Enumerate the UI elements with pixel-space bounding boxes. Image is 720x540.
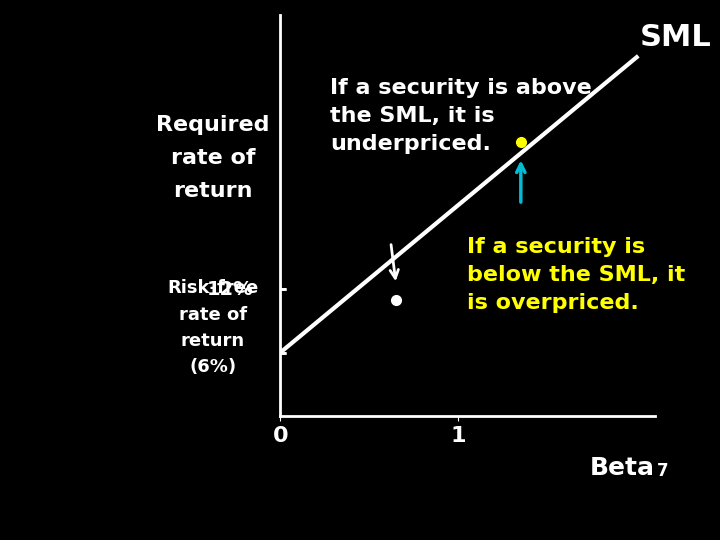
- Text: Risk-free
rate of
return
(6%): Risk-free rate of return (6%): [167, 279, 258, 376]
- Text: Beta: Beta: [590, 456, 654, 480]
- Text: Required
rate of
return: Required rate of return: [156, 115, 269, 201]
- Text: If a security is above
the SML, it is
underpriced.: If a security is above the SML, it is un…: [330, 78, 592, 154]
- Text: If a security is
below the SML, it
is overpriced.: If a security is below the SML, it is ov…: [467, 237, 685, 313]
- Text: 12%: 12%: [207, 280, 254, 299]
- Text: 7: 7: [657, 462, 668, 480]
- Text: SML: SML: [640, 23, 712, 52]
